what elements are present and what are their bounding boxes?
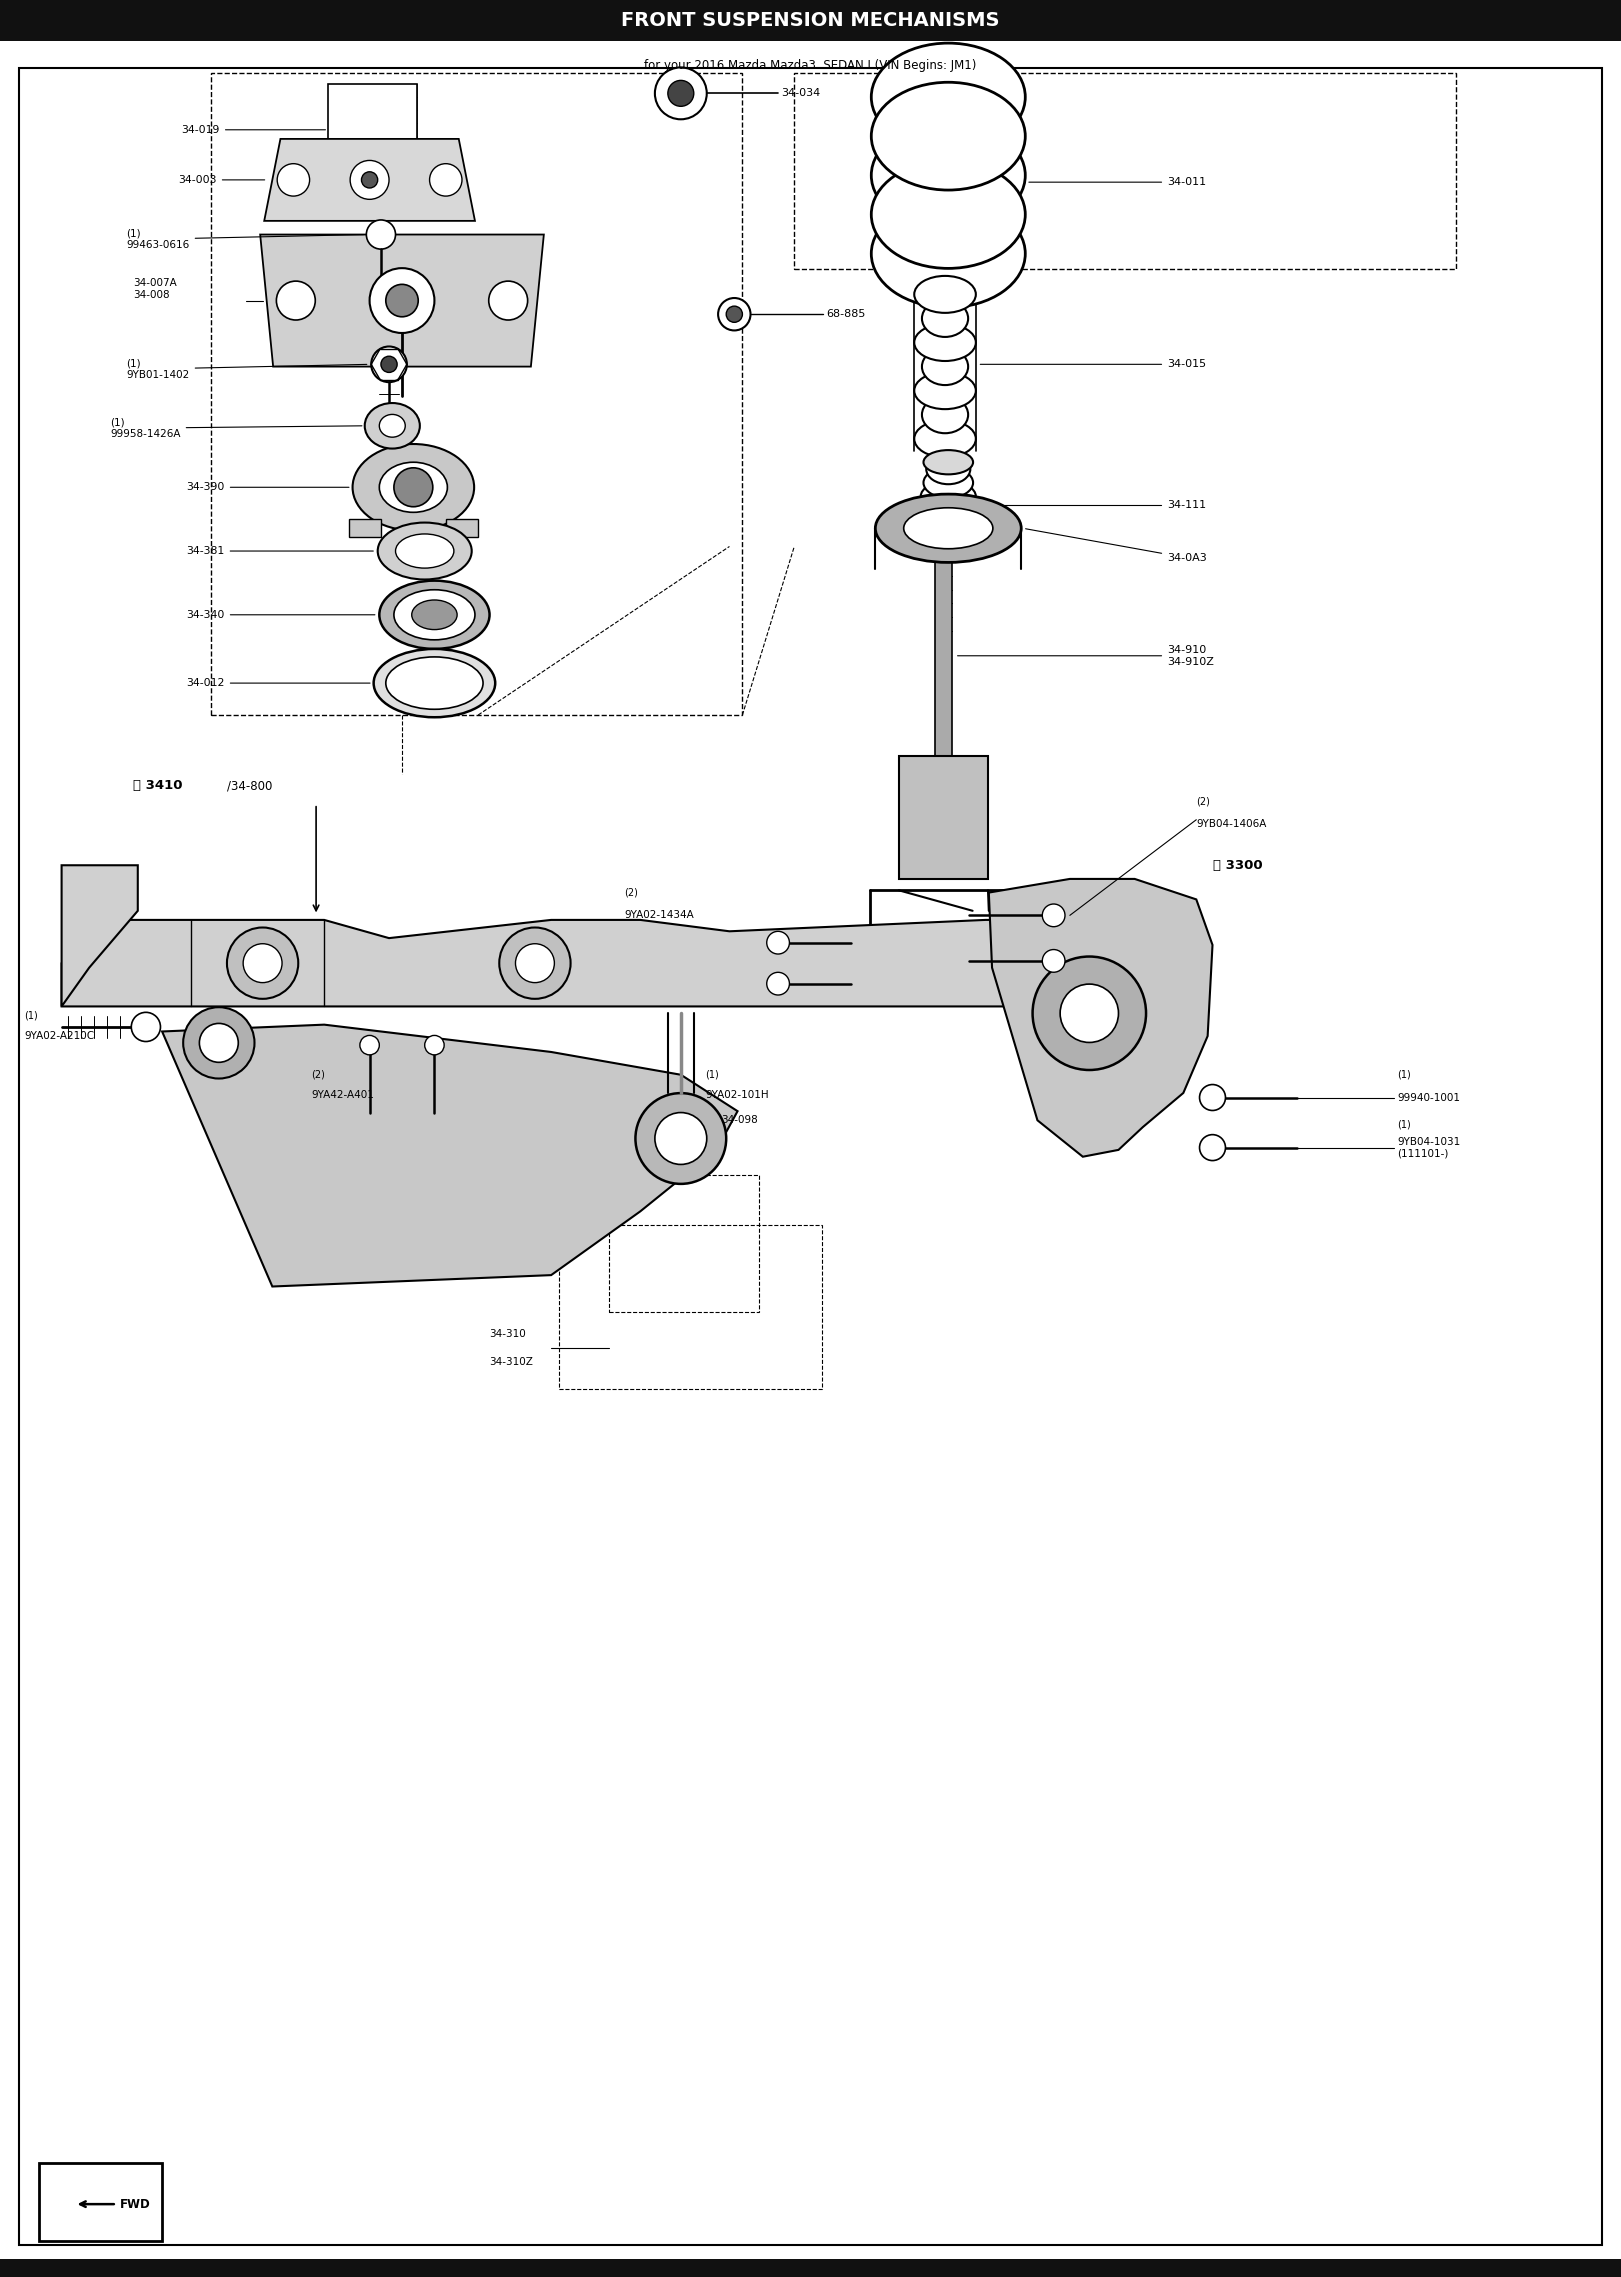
Ellipse shape xyxy=(1060,984,1118,1043)
Bar xyxy=(211,73,742,715)
Polygon shape xyxy=(259,235,543,367)
Ellipse shape xyxy=(371,346,407,383)
Text: (2): (2) xyxy=(624,888,639,897)
Ellipse shape xyxy=(922,348,968,385)
Bar xyxy=(935,551,952,756)
Ellipse shape xyxy=(1200,1084,1225,1111)
Polygon shape xyxy=(62,920,1067,1006)
Text: 34-015: 34-015 xyxy=(981,360,1206,369)
Bar xyxy=(559,1225,822,1389)
Text: 9YA02-A210C: 9YA02-A210C xyxy=(24,1031,94,1041)
Ellipse shape xyxy=(926,453,971,485)
Ellipse shape xyxy=(924,451,973,474)
Ellipse shape xyxy=(430,164,462,196)
Ellipse shape xyxy=(276,280,314,321)
Text: 9YA02-101H: 9YA02-101H xyxy=(705,1091,768,1100)
Text: (2): (2) xyxy=(1196,797,1211,806)
Ellipse shape xyxy=(872,82,1024,189)
Ellipse shape xyxy=(655,68,707,118)
Ellipse shape xyxy=(914,371,976,410)
Text: (2): (2) xyxy=(311,1070,326,1079)
Ellipse shape xyxy=(767,972,789,995)
Text: 34-910
34-910Z: 34-910 34-910Z xyxy=(958,644,1214,667)
Text: 34-111: 34-111 xyxy=(981,501,1206,510)
Ellipse shape xyxy=(199,1022,238,1063)
Ellipse shape xyxy=(425,1036,444,1054)
Polygon shape xyxy=(264,139,475,221)
Text: ⎓ 3300: ⎓ 3300 xyxy=(1213,858,1263,872)
Text: 34-012: 34-012 xyxy=(186,679,370,688)
FancyBboxPatch shape xyxy=(39,2163,162,2241)
Text: (1): (1) xyxy=(1397,1120,1410,1129)
Ellipse shape xyxy=(872,162,1024,269)
Text: (1): (1) xyxy=(705,1070,718,1079)
Ellipse shape xyxy=(350,159,389,200)
Ellipse shape xyxy=(924,467,973,499)
Text: 68-885: 68-885 xyxy=(827,310,866,319)
Text: 9YB04-1031
(111101-): 9YB04-1031 (111101-) xyxy=(1397,1136,1461,1159)
Text: 34-390: 34-390 xyxy=(186,483,349,492)
Bar xyxy=(609,1175,759,1312)
Ellipse shape xyxy=(914,276,976,312)
Ellipse shape xyxy=(767,931,789,954)
Text: 34-381: 34-381 xyxy=(186,546,373,556)
Ellipse shape xyxy=(412,599,457,628)
Text: (1): (1) xyxy=(1397,1070,1410,1079)
Text: (1)
9YB01-1402: (1) 9YB01-1402 xyxy=(126,357,366,380)
Text: 34-019: 34-019 xyxy=(182,125,326,134)
Bar xyxy=(327,84,418,175)
Text: (1): (1) xyxy=(24,1011,37,1020)
Ellipse shape xyxy=(183,1006,254,1079)
Ellipse shape xyxy=(921,480,976,512)
Ellipse shape xyxy=(726,305,742,323)
Ellipse shape xyxy=(277,164,310,196)
Ellipse shape xyxy=(379,462,447,512)
Ellipse shape xyxy=(914,323,976,362)
Polygon shape xyxy=(989,879,1213,1157)
Ellipse shape xyxy=(353,444,473,531)
Ellipse shape xyxy=(381,355,397,373)
Ellipse shape xyxy=(378,521,472,578)
Bar xyxy=(0,0,1621,41)
Text: FRONT SUSPENSION MECHANISMS: FRONT SUSPENSION MECHANISMS xyxy=(621,11,1000,30)
Ellipse shape xyxy=(872,200,1024,307)
Ellipse shape xyxy=(1033,956,1146,1070)
Ellipse shape xyxy=(922,396,968,433)
Ellipse shape xyxy=(914,421,976,458)
Text: 99940-1001: 99940-1001 xyxy=(1397,1093,1461,1102)
Ellipse shape xyxy=(379,414,405,437)
Text: 34-310Z: 34-310Z xyxy=(490,1357,533,1366)
Bar xyxy=(794,73,1456,269)
Text: 34-003: 34-003 xyxy=(178,175,264,184)
Text: (1)
99958-1426A: (1) 99958-1426A xyxy=(110,417,361,439)
Text: 34-0A3: 34-0A3 xyxy=(1026,528,1208,562)
Text: 34-011: 34-011 xyxy=(1029,178,1206,187)
Ellipse shape xyxy=(488,280,527,321)
Ellipse shape xyxy=(394,467,433,508)
Text: 9YA02-1434A: 9YA02-1434A xyxy=(624,911,694,920)
Ellipse shape xyxy=(655,1113,707,1164)
Text: /34-800: /34-800 xyxy=(227,779,272,792)
Text: 34-007A
34-008: 34-007A 34-008 xyxy=(133,278,177,301)
Ellipse shape xyxy=(718,298,751,330)
Bar xyxy=(446,519,478,537)
Polygon shape xyxy=(62,865,138,1006)
Ellipse shape xyxy=(396,533,454,567)
Text: for your 2016 Mazda Mazda3  SEDAN I (VIN Begins: JM1): for your 2016 Mazda Mazda3 SEDAN I (VIN … xyxy=(644,59,977,73)
Ellipse shape xyxy=(922,301,968,337)
Ellipse shape xyxy=(875,494,1021,562)
Text: ⎓ 3410: ⎓ 3410 xyxy=(133,779,183,792)
Polygon shape xyxy=(162,1025,738,1287)
Ellipse shape xyxy=(379,581,490,649)
Ellipse shape xyxy=(370,269,434,332)
Text: FWD: FWD xyxy=(120,2197,151,2211)
Ellipse shape xyxy=(386,656,483,710)
Text: 34-098: 34-098 xyxy=(721,1116,759,1125)
Ellipse shape xyxy=(366,221,396,248)
Ellipse shape xyxy=(635,1093,726,1184)
Ellipse shape xyxy=(872,121,1024,230)
Text: 34-034: 34-034 xyxy=(781,89,820,98)
Ellipse shape xyxy=(903,508,992,549)
Ellipse shape xyxy=(365,403,420,449)
Ellipse shape xyxy=(499,927,571,1000)
